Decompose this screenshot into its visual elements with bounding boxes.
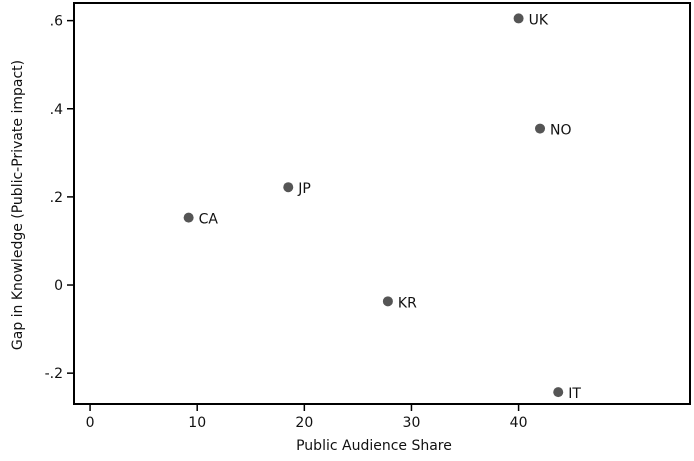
y-axis-title: Gap in Knowledge (Public-Private impact) xyxy=(10,60,26,350)
y-tick-label: .6 xyxy=(50,14,63,30)
data-point-kr xyxy=(382,296,393,307)
y-tick-label: .2 xyxy=(50,190,63,206)
x-tick-label: 10 xyxy=(188,415,206,431)
x-tick-label: 20 xyxy=(295,415,313,431)
point-label-no: NO xyxy=(550,123,572,139)
x-tick-label: 40 xyxy=(510,415,528,431)
y-tick-label: 0 xyxy=(54,278,63,294)
plot-frame xyxy=(73,2,691,405)
x-axis: 0 10 20 30 40 xyxy=(86,404,528,431)
point-label-uk: UK xyxy=(529,12,549,28)
data-point-uk xyxy=(513,13,524,24)
x-tick-label: 30 xyxy=(403,415,421,431)
y-tick-label: .4 xyxy=(50,102,63,118)
data-point-jp xyxy=(283,182,294,193)
point-label-jp: JP xyxy=(297,181,311,197)
x-tick-label: 0 xyxy=(86,415,95,431)
data-points: UK NO JP CA KR IT xyxy=(183,12,581,402)
point-label-ca: CA xyxy=(199,212,219,228)
x-axis-title: Public Audience Share xyxy=(296,438,452,454)
data-point-ca xyxy=(183,212,194,223)
data-point-no xyxy=(535,123,546,134)
point-label-kr: KR xyxy=(398,295,417,311)
data-point-it xyxy=(553,387,564,398)
y-axis: -.2 0 .2 .4 .6 xyxy=(45,14,74,382)
y-tick-label: -.2 xyxy=(45,366,63,382)
point-label-it: IT xyxy=(568,386,581,402)
